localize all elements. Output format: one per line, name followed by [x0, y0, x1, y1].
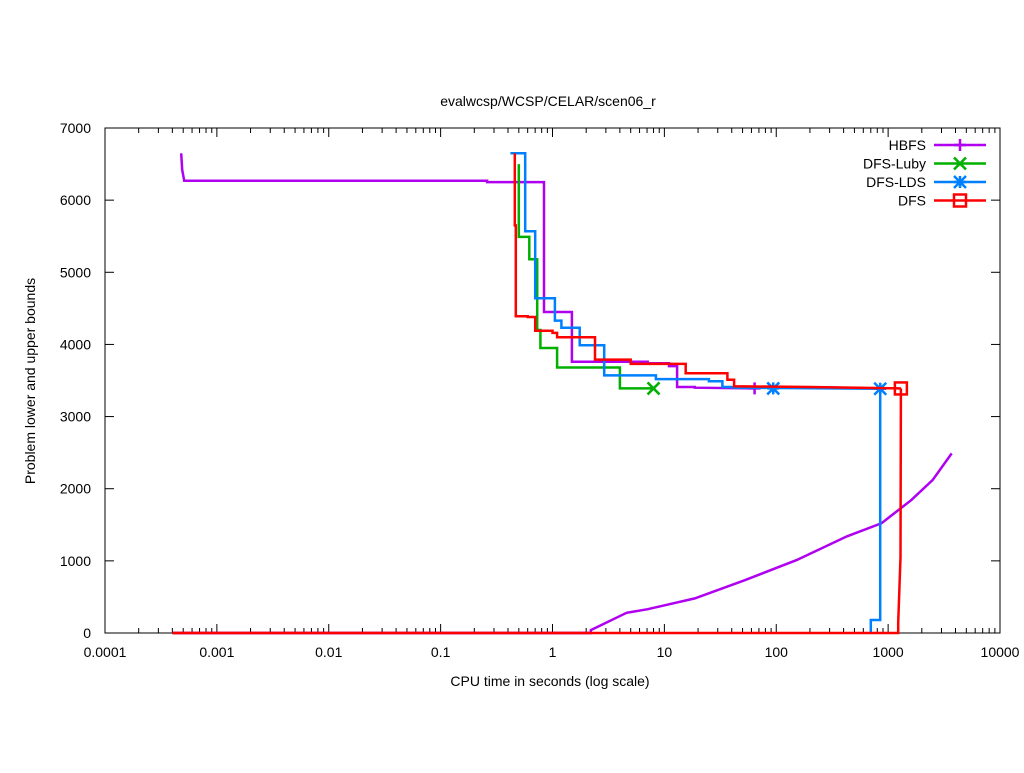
- legend-label: DFS-Luby: [863, 156, 926, 172]
- dfs-luby-upper-bound-line: [517, 164, 654, 390]
- hbfs-upper-bound-line: [179, 153, 755, 390]
- legend-label: DFS: [898, 193, 926, 209]
- legend: HBFS DFS-Luby DFS-LDS DFS: [863, 137, 986, 209]
- legend-item-dfs-luby: DFS-Luby: [863, 156, 986, 172]
- x-tick-label: 10: [657, 644, 673, 660]
- dfs-luby-marker: [646, 381, 661, 396]
- x-tick-label: 1: [549, 644, 557, 660]
- x-tick-label: 100: [765, 644, 789, 660]
- y-tick-label: 3000: [60, 409, 91, 425]
- legend-item-dfs-lds: DFS-LDS: [866, 174, 986, 190]
- y-tick-label: 1000: [60, 553, 91, 569]
- x-tick-label: 1000: [873, 644, 904, 660]
- series-hbfs: [172, 153, 953, 635]
- series-dfs-luby: [517, 164, 661, 396]
- series-dfs-lds: [510, 152, 888, 633]
- dfs-lds-upper-bound-line: [510, 152, 881, 391]
- y-tick-label: 4000: [60, 336, 91, 352]
- x-tick-label: 0.1: [431, 644, 451, 660]
- hbfs-lower-bound-line: [172, 452, 953, 635]
- x-axis-label: CPU time in seconds (log scale): [450, 673, 649, 689]
- series-lines: [172, 152, 953, 635]
- y-tick-label: 2000: [60, 481, 91, 497]
- dfs-marker: [893, 381, 909, 396]
- y-tick-label: 0: [83, 625, 91, 641]
- x-tick-label: 0.001: [199, 644, 234, 660]
- y-axis-label: Problem lower and upper bounds: [22, 278, 38, 484]
- x-tick-label: 0.01: [315, 644, 342, 660]
- dfs-upper-bound-line: [513, 153, 901, 390]
- legend-marker: [954, 139, 966, 151]
- dfs-lds-lower-bound-line: [869, 388, 882, 633]
- legend-marker: [953, 175, 967, 189]
- legend-label: DFS-LDS: [866, 174, 926, 190]
- x-tick-label: 0.0001: [84, 644, 127, 660]
- legend-item-hbfs: HBFS: [889, 137, 986, 153]
- axes: 0 1000 2000 3000 4000 5000 6000 7000 0.0001 0.001…: [60, 120, 1020, 660]
- plot-border: [104, 127, 1001, 634]
- y-tick-label: 5000: [60, 264, 91, 280]
- legend-item-dfs: DFS: [898, 193, 986, 209]
- series-dfs: [172, 153, 909, 635]
- legend-marker: [953, 156, 967, 171]
- dfs-lower-bound-line: [172, 388, 903, 635]
- chart-title: evalwcsp/WCSP/CELAR/scen06_r: [440, 93, 656, 109]
- legend-marker: [952, 193, 968, 208]
- legend-label: HBFS: [889, 137, 926, 153]
- x-tick-label: 10000: [981, 644, 1020, 660]
- y-tick-label: 6000: [60, 192, 91, 208]
- y-tick-label: 7000: [60, 120, 91, 136]
- dfs-lds-marker: [766, 381, 781, 396]
